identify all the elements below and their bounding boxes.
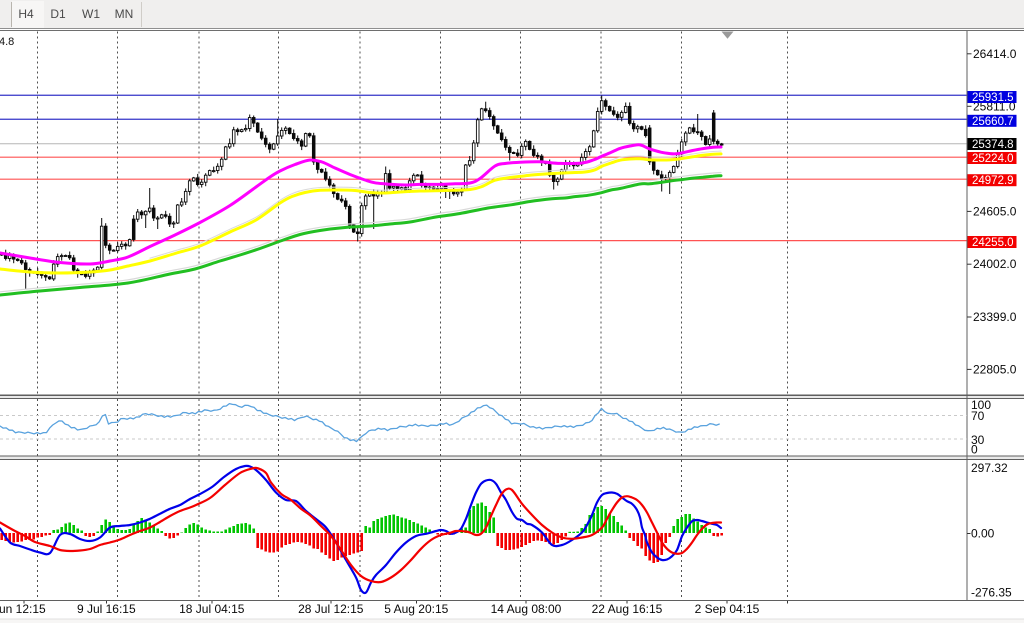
svg-text:MN: MN: [115, 7, 134, 21]
svg-text:22 Aug 16:15: 22 Aug 16:15: [592, 602, 663, 616]
svg-text:26414.0: 26414.0: [973, 47, 1017, 61]
svg-text:70: 70: [971, 409, 985, 423]
svg-text:2 Sep 04:15: 2 Sep 04:15: [695, 602, 760, 616]
svg-text:25931.5: 25931.5: [972, 92, 1014, 104]
svg-text:24605.0: 24605.0: [973, 204, 1017, 218]
svg-text:30: 30: [971, 433, 985, 447]
svg-text:23399.0: 23399.0: [973, 310, 1017, 324]
svg-text:H4: H4: [18, 7, 34, 21]
svg-text:un 12:15: un 12:15: [0, 602, 46, 616]
svg-text:9 Jul 16:15: 9 Jul 16:15: [77, 602, 136, 616]
svg-text:22805.0: 22805.0: [973, 362, 1017, 376]
svg-text:28 Jul 12:15: 28 Jul 12:15: [298, 602, 364, 616]
svg-text:D1: D1: [50, 7, 66, 21]
svg-text:14 Aug 08:00: 14 Aug 08:00: [491, 602, 562, 616]
svg-text:18 Jul 04:15: 18 Jul 04:15: [179, 602, 245, 616]
svg-text:24972.9: 24972.9: [972, 175, 1014, 187]
svg-text:297.32: 297.32: [971, 461, 1008, 475]
svg-text:25660.7: 25660.7: [972, 116, 1014, 128]
svg-text:25374.8: 25374.8: [972, 139, 1014, 151]
svg-text:4.8: 4.8: [0, 36, 14, 48]
svg-text:100: 100: [971, 398, 991, 412]
svg-text:0.00: 0.00: [971, 527, 995, 541]
svg-text:W1: W1: [82, 7, 100, 21]
svg-text:5 Aug 20:15: 5 Aug 20:15: [384, 602, 448, 616]
svg-text:25224.0: 25224.0: [972, 153, 1014, 165]
svg-text:24255.0: 24255.0: [972, 237, 1014, 249]
svg-text:-276.35: -276.35: [971, 585, 1012, 599]
svg-text:0: 0: [971, 443, 978, 457]
svg-text:24002.0: 24002.0: [973, 257, 1017, 271]
